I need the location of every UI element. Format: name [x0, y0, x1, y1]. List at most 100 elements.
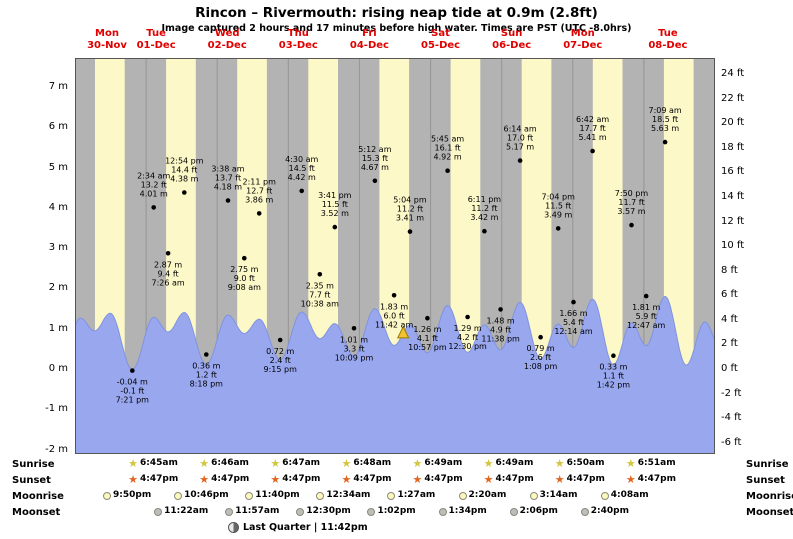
tide-extreme-dot	[643, 293, 649, 299]
tide-extreme-dot	[165, 251, 171, 256]
tide-extreme-dot	[571, 299, 576, 305]
y-tick-right: 16 ft	[721, 166, 745, 178]
tide-extreme-dot	[498, 307, 503, 312]
sunset-entry: ★ 4:47pm	[270, 473, 320, 486]
tide-extreme-dot	[662, 139, 668, 145]
sunrise-star: ★	[625, 457, 636, 470]
y-tick-right: 4 ft	[721, 313, 738, 325]
tide-annotation: 3:38 am 13.7 ft 4.18 m	[211, 165, 244, 192]
moonset-circle	[296, 507, 305, 516]
tide-annotation: 2.35 m 7.7 ft 10:38 am	[301, 281, 340, 308]
sunrise-time: 6:46am	[211, 458, 249, 468]
y-tick-right: 20 ft	[721, 117, 745, 129]
sunrise-star: ★	[199, 457, 210, 470]
moonset-circle	[580, 507, 589, 516]
tide-extreme-dot	[407, 229, 413, 234]
sunset-star: ★	[625, 473, 636, 486]
moonset-circle	[367, 507, 376, 516]
last-quarter-moon-icon	[228, 522, 239, 533]
y-tick-left: 0 m	[48, 363, 68, 374]
sunset-entry: ★ 4:47pm	[484, 473, 534, 486]
sunset-time: 4:47pm	[139, 474, 179, 484]
sunrise-star: ★	[412, 457, 423, 470]
tide-annotation: 3:41 pm 11.5 ft 3.52 m	[318, 191, 352, 218]
moonrise-time: 9:50pm	[113, 490, 152, 500]
tide-extreme-dot	[351, 326, 357, 331]
moonrise-entry: 10:46pm	[174, 489, 229, 502]
y-tick-right: 6 ft	[721, 289, 738, 301]
moonrise-entry: 1:27am	[387, 489, 435, 502]
moonset-time: 11:57am	[235, 506, 280, 516]
y-tick-right: -6 ft	[721, 436, 742, 448]
moonrise-circle	[600, 491, 609, 500]
moonset-time: 12:30pm	[306, 506, 351, 516]
sunset-entry: ★ 4:47pm	[555, 473, 605, 486]
tide-extreme-dot	[151, 205, 156, 210]
day-label: Wed 02-Dec	[207, 28, 247, 51]
tide-extreme-dot	[629, 222, 634, 228]
moonrise-entry: 4:08am	[600, 489, 649, 502]
sunrise-time: 6:50am	[566, 458, 605, 468]
moonset-circle	[154, 507, 163, 516]
moonset-circle	[509, 507, 518, 516]
sunset-time: 4:47pm	[495, 474, 534, 484]
tide-curve	[75, 295, 715, 454]
y-tick-left: -1 m	[45, 403, 68, 415]
sunset-time: 4:47pm	[566, 474, 605, 484]
moonset-entry: 2:06pm	[509, 505, 558, 518]
astro-row-label-sunset-left: Sunset	[12, 475, 51, 486]
tide-extreme-dot	[225, 198, 231, 203]
sunset-time: 4:47pm	[353, 474, 392, 484]
sunset-time: 4:47pm	[637, 474, 676, 484]
y-tick-right: 24 ft	[721, 68, 745, 80]
sunrise-star: ★	[270, 457, 281, 470]
moonrise-time: 2:20am	[468, 490, 507, 500]
chart-title: Rincon – Rivermouth: rising neap tide at…	[195, 5, 598, 21]
astro-row-label-sunset-right: Sunset	[746, 475, 785, 486]
sunset-star: ★	[341, 473, 352, 486]
sunset-star: ★	[270, 473, 281, 486]
astro-row-label-sunrise-left: Sunrise	[12, 459, 55, 470]
moonrise-time: 1:27am	[397, 490, 436, 500]
y-tick-right: 8 ft	[721, 264, 738, 276]
tide-extreme-dot	[517, 158, 523, 163]
sunrise-entry: ★ 6:45am	[128, 457, 178, 470]
sunrise-entry: ★ 6:50am	[555, 457, 605, 470]
sunset-entry: ★ 4:47pm	[626, 473, 676, 486]
sunset-star: ★	[483, 473, 494, 486]
tide-annotation: 1.66 m 5.4 ft 12:14 am	[554, 309, 593, 336]
moonset-time: 2:40pm	[590, 506, 629, 516]
tide-extreme-dot	[182, 190, 187, 195]
moonrise-entry: 3:14am	[529, 489, 578, 502]
tide-annotation: 1.83 m 6.0 ft 11:42 am	[375, 302, 414, 329]
tide-extreme-dot	[317, 272, 323, 277]
moonrise-time: 4:08am	[610, 490, 649, 500]
sunrise-entry: ★ 6:49am	[413, 457, 463, 470]
sunrise-time: 6:51am	[637, 458, 676, 468]
chart-subtitle: Image captured 2 hours and 17 minutes be…	[161, 23, 632, 34]
tide-annotation: 0.79 m 2.6 ft 1:08 pm	[524, 344, 558, 371]
moonrise-entry: 11:40pm	[245, 489, 300, 502]
sunset-entry: ★ 4:47pm	[413, 473, 463, 486]
y-tick-left: 4 m	[48, 201, 68, 213]
moonset-entry: 1:34pm	[438, 505, 487, 518]
tide-annotation: 0.33 m 1.1 ft 1:42 pm	[597, 363, 631, 390]
moonrise-time: 10:46pm	[184, 490, 229, 500]
y-tick-right: 12 ft	[721, 215, 745, 227]
moonset-circle	[225, 507, 234, 516]
moonrise-circle	[458, 491, 467, 500]
y-tick-left: 3 m	[48, 242, 68, 254]
sunset-time: 4:47pm	[424, 474, 463, 484]
moonrise-entry: 12:34am	[316, 489, 370, 502]
moonset-time: 11:22am	[164, 506, 209, 516]
moonrise-circle	[174, 491, 183, 500]
y-tick-right: 14 ft	[721, 191, 745, 203]
sunrise-time: 6:45am	[139, 458, 178, 468]
sunrise-entry: ★ 6:47am	[270, 457, 320, 470]
astro-row-label-moonset-left: Moonset	[12, 507, 61, 518]
moonrise-time: 12:34am	[326, 490, 371, 500]
tide-extreme-dot	[277, 337, 283, 343]
sunset-star: ★	[412, 473, 423, 486]
moon-phase-label: Last Quarter | 11:42pm	[243, 522, 368, 533]
